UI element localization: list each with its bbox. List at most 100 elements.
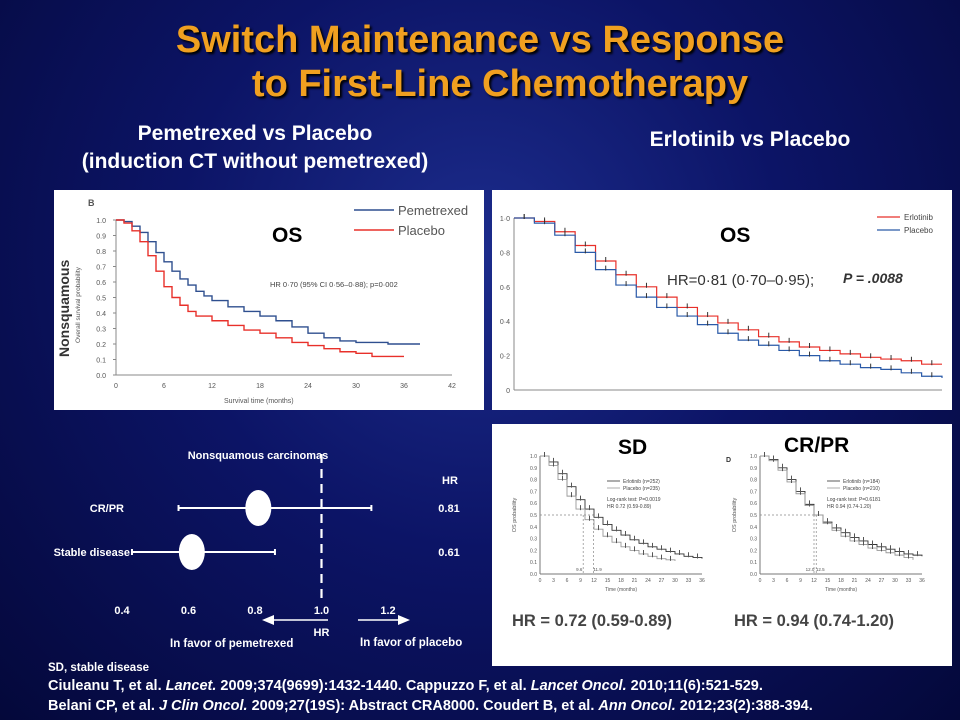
y-axis-label: Overall survival probability — [75, 266, 82, 343]
x-axis-label: Time (months) — [825, 587, 857, 593]
hr-annotation: HR 0·70 (95% CI 0·56–0·88); p=0·002 — [270, 280, 398, 289]
x-tick-label: 1.0 — [314, 605, 329, 617]
logrank-text: Log-rank test: P=0.0019 — [607, 497, 661, 503]
y-tick-label: 0.6 — [96, 280, 106, 287]
panel-letter: B — [88, 198, 95, 208]
forest-plot: Nonsquamous carcinomas HR CR/PR 0.81 Stable … — [48, 450, 462, 674]
series-line-placebo — [514, 217, 943, 378]
legend-label: Pemetrexed — [398, 203, 468, 218]
x-tick-label: 0 — [539, 578, 542, 584]
x-tick-label: 6 — [566, 578, 569, 584]
median-label: 9.6 — [576, 567, 583, 572]
y-tick-label: 0.1 — [750, 560, 757, 566]
legend-label: Placebo (n=235) — [623, 486, 660, 492]
pemetrexed-os-chart: B 0.0 0.1 0.2 0.3 0.4 0.5 0.6 0.7 0.8 0.9 1.0 0 6 12 18… — [75, 198, 468, 405]
legend-label: Erlotinib (n=184) — [843, 479, 880, 485]
y-tick-label: 0.3 — [750, 537, 757, 543]
x-tick-label: 24 — [304, 383, 312, 390]
y-tick-label: 0.7 — [530, 489, 537, 495]
y-tick-label: 0·2 — [500, 354, 510, 361]
hr-annotation: HR=0·81 (0·70–0·95); — [667, 272, 814, 289]
y-tick-label: 0 — [506, 388, 510, 395]
hr-text: HR = 0.72 (0.59-0.89) — [512, 612, 672, 630]
y-tick-label: 0.5 — [750, 513, 757, 519]
median-label: 12.5 — [816, 567, 825, 572]
x-tick-label: 24 — [865, 578, 871, 584]
subgroup-label: SD — [618, 436, 647, 459]
pemetrexed-os-panel: B 0.0 0.1 0.2 0.3 0.4 0.5 0.6 0.7 0.8 0.9 1.0 0 6 12 18… — [54, 190, 484, 410]
x-tick-label: 33 — [906, 578, 912, 584]
logrank-text: HR 0.72 (0.59-0.89) — [607, 504, 652, 510]
x-tick-label: 27 — [659, 578, 665, 584]
subgroup-os-panel: 0.0 0.1 0.2 0.3 0.4 0.5 0.6 0.7 0.8 0.9 1.0 0 3 6 9 12 1… — [492, 424, 952, 666]
nonsquamous-label: Nonsquamous — [56, 260, 72, 357]
series-line-pemetrexed — [116, 219, 420, 345]
y-tick-label: 1·0 — [500, 216, 510, 223]
y-tick-label: 0.5 — [530, 513, 537, 519]
citation-line-2: Belani CP, et al. J Clin Oncol. 2009;27(… — [48, 698, 813, 714]
y-tick-label: 0.8 — [750, 478, 757, 484]
median-label: 11.9 — [593, 567, 602, 572]
y-tick-label: 1.0 — [96, 218, 106, 225]
favor-right-label: In favor of placebo — [360, 637, 462, 649]
subgroup-label: CR/PR — [784, 434, 849, 457]
x-axis-label: Survival time (months) — [224, 398, 294, 405]
x-tick-label: 30 — [892, 578, 898, 584]
y-tick-label: 0.9 — [530, 466, 537, 472]
legend-label: Placebo — [398, 223, 445, 238]
x-tick-label: 36 — [400, 383, 408, 390]
legend-label: Placebo (n=210) — [843, 486, 880, 492]
p-value: P = .0088 — [843, 270, 903, 286]
y-tick-label: 0.4 — [530, 525, 537, 531]
y-tick-label: 1.0 — [750, 454, 757, 460]
y-tick-label: 0.6 — [750, 501, 757, 507]
x-tick-label: 12 — [208, 383, 216, 390]
logrank-text: HR 0.94 (0.74-1.20) — [827, 504, 872, 510]
erlotinib-os-chart: 0 0·2 0·4 0·6 0·8 1·0 Erlotinib Placebo HR=0·81 … — [500, 213, 943, 395]
y-tick-label: 1.0 — [530, 454, 537, 460]
footnote: SD, stable disease — [48, 662, 149, 674]
y-tick-label: 0.3 — [530, 537, 537, 543]
y-tick-label: 0.9 — [96, 234, 106, 241]
slide-title: Switch Maintenance vs Response to First-… — [0, 18, 960, 106]
favor-left-arrowhead — [262, 615, 274, 625]
citations: Ciuleanu T, et al. Lancet. 2009;374(9699… — [48, 676, 813, 716]
x-axis-label: Time (months) — [605, 587, 637, 593]
x-tick-label: 33 — [686, 578, 692, 584]
y-axis-label: OS probability — [512, 497, 518, 532]
favor-left-label: In favor of pemetrexed — [170, 638, 293, 650]
x-tick-label: 18 — [838, 578, 844, 584]
x-tick-label: 42 — [448, 383, 456, 390]
y-tick-label: 0.4 — [750, 525, 757, 531]
y-tick-label: 0.1 — [96, 358, 106, 365]
x-tick-label: 3 — [772, 578, 775, 584]
y-tick-label: 0.0 — [750, 572, 757, 578]
y-tick-label: 0·4 — [500, 319, 510, 326]
legend-label: Erlotinib — [904, 213, 933, 222]
y-tick-label: 0.9 — [750, 466, 757, 472]
citation-line-1: Ciuleanu T, et al. Lancet. 2009;374(9699… — [48, 678, 763, 694]
panel-letter: D — [726, 457, 731, 464]
left-subtitle: Pemetrexed vs Placebo (induction CT with… — [30, 120, 480, 176]
x-tick-label: 18 — [618, 578, 624, 584]
x-tick-label: 30 — [672, 578, 678, 584]
y-tick-label: 0.3 — [96, 327, 106, 334]
x-tick-label: 12 — [811, 578, 817, 584]
x-tick-label: 0.8 — [247, 605, 262, 617]
median-label: 12.0 — [806, 567, 815, 572]
x-tick-label: 18 — [256, 383, 264, 390]
hr-value: 0.81 — [438, 503, 459, 515]
y-tick-label: 0.0 — [96, 373, 106, 380]
os-label: OS — [720, 224, 750, 247]
series-line — [540, 455, 676, 562]
row-label: CR/PR — [90, 503, 124, 515]
x-tick-label: 12 — [591, 578, 597, 584]
left-subtitle-line-1: Pemetrexed vs Placebo — [137, 122, 373, 145]
y-tick-label: 0.8 — [530, 478, 537, 484]
x-tick-label: 15 — [825, 578, 831, 584]
row-label: Stable disease — [54, 547, 130, 559]
right-subtitle: Erlotinib vs Placebo — [649, 128, 851, 151]
x-tick-label: 9 — [799, 578, 802, 584]
x-tick-label: 0.6 — [181, 605, 196, 617]
forest-title: Nonsquamous carcinomas — [188, 450, 329, 462]
